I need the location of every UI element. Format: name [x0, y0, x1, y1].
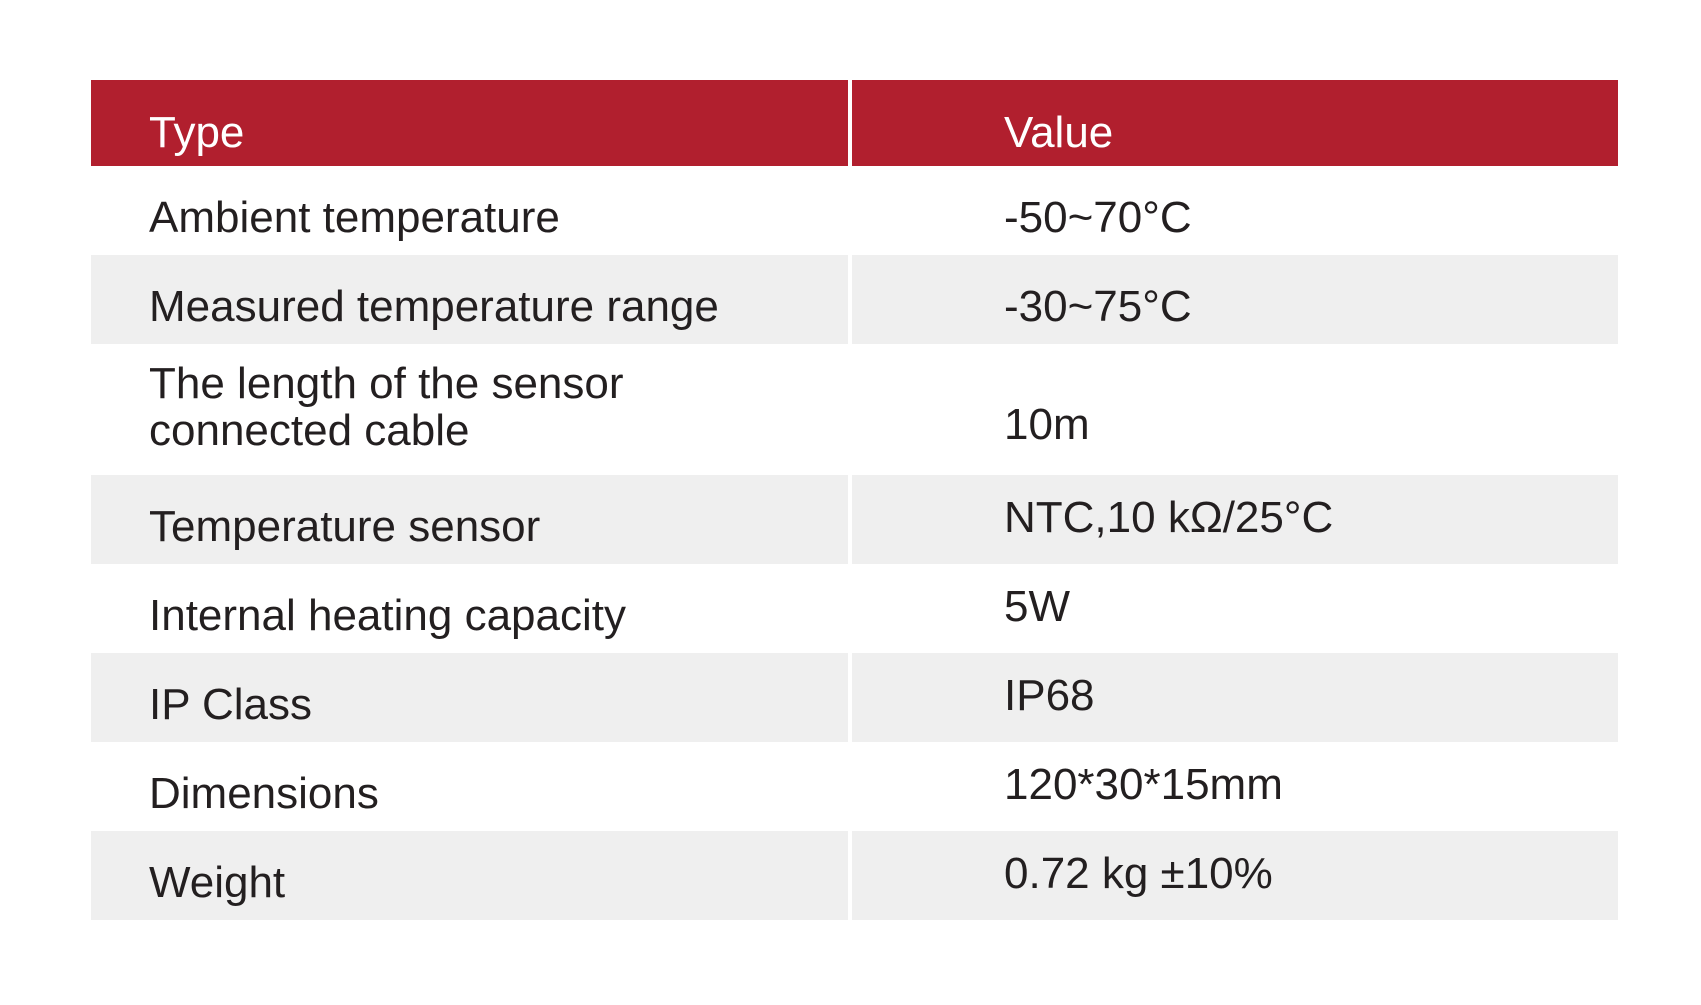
row-type-internal-heating-capacity: Internal heating capacity	[149, 591, 626, 641]
row-value-ambient-temperature: -50~70°C	[1004, 193, 1192, 243]
row-value-sensor-cable-length: 10m	[1004, 400, 1090, 450]
table-row: Ambient temperature -50~70°C	[91, 166, 1618, 255]
row-value-temperature-sensor: NTC,10 kΩ/25°C	[852, 475, 1618, 564]
row-type-measured-temperature-range: Measured temperature range	[91, 255, 848, 344]
row-type-ip-class: IP Class	[91, 653, 848, 742]
table-row: Weight 0.72 kg ±10%	[91, 831, 1618, 920]
row-type-dimensions: Dimensions	[149, 769, 379, 819]
header-value: Value	[852, 80, 1618, 166]
row-type-sensor-cable-length: The length of the sensor connected cable	[91, 344, 848, 475]
table-row: The length of the sensor connected cable…	[91, 344, 1618, 475]
row-type-weight: Weight	[91, 831, 848, 920]
table-header-row: Type Value	[91, 80, 1618, 166]
row-type-sensor-cable-length-text: The length of the sensor connected cable	[149, 359, 624, 455]
spec-table: Type Value Ambient temperature -50~70°C …	[91, 80, 1618, 920]
row-type-temperature-sensor: Temperature sensor	[91, 475, 848, 564]
table-row: IP Class IP68	[91, 653, 1618, 742]
row-value-ip-class: IP68	[852, 653, 1618, 742]
row-value-dimensions: 120*30*15mm	[1004, 760, 1283, 810]
row-value-measured-temperature-range: -30~75°C	[852, 255, 1618, 344]
table-row: Measured temperature range -30~75°C	[91, 255, 1618, 344]
row-value-internal-heating-capacity: 5W	[1004, 582, 1070, 632]
row-value-weight: 0.72 kg ±10%	[852, 831, 1618, 920]
table-row: Temperature sensor NTC,10 kΩ/25°C	[91, 475, 1618, 564]
table-row: Internal heating capacity 5W	[91, 564, 1618, 653]
row-type-ambient-temperature: Ambient temperature	[149, 193, 560, 243]
table-row: Dimensions 120*30*15mm	[91, 742, 1618, 831]
header-type: Type	[91, 80, 848, 166]
